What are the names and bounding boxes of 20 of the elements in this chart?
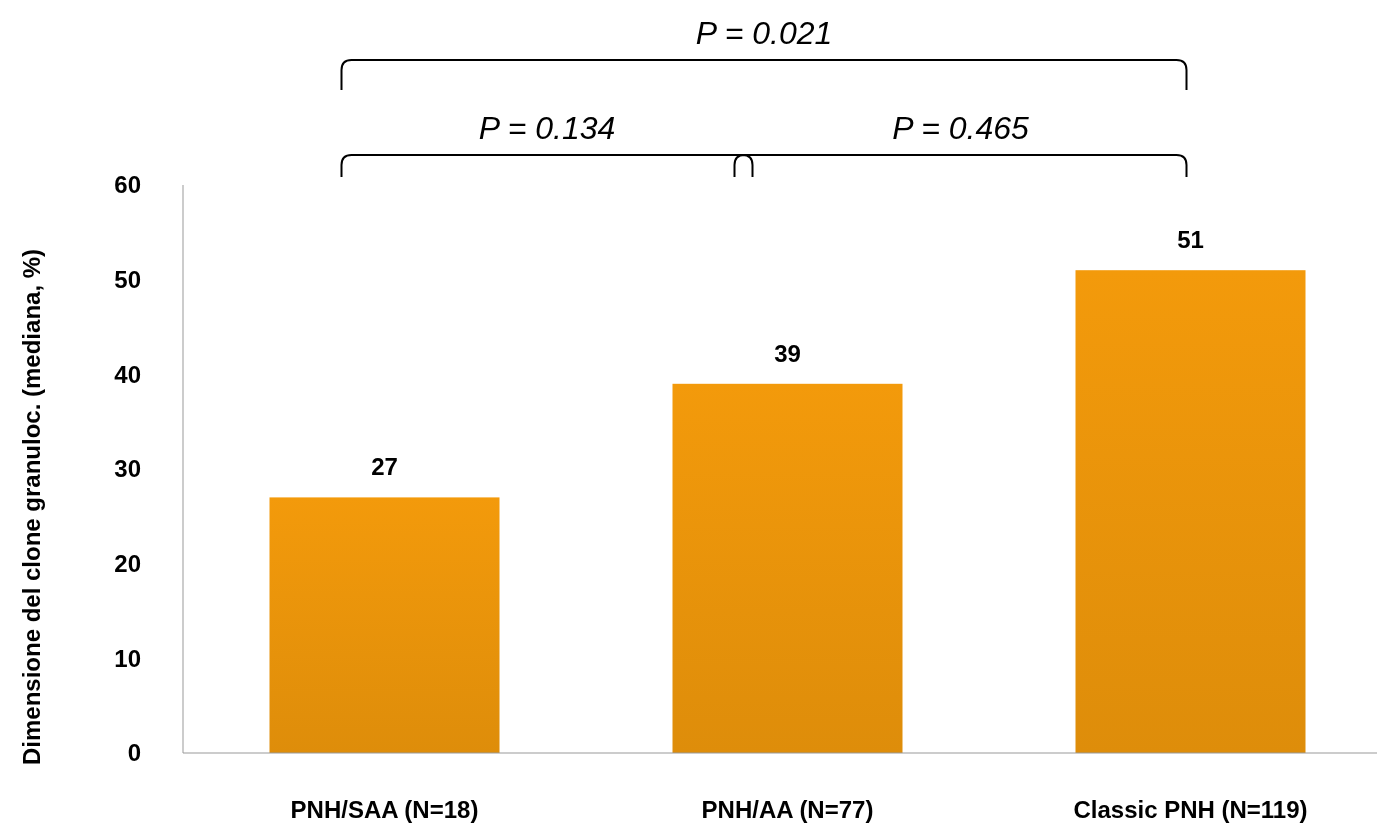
data-label: 27 (371, 453, 398, 481)
x-tick-label: PNH/SAA (N=18) (290, 796, 479, 823)
text: P = 0.465 (892, 110, 1030, 146)
text: P = 0.021 (695, 15, 833, 51)
text: P = 0.134 (478, 110, 616, 146)
y-tick-label: 40 (114, 360, 141, 388)
x-tick-label: PNH/AA (N=77) (701, 796, 874, 823)
x-tick-label: Classic PNH (N=119) (1073, 796, 1308, 823)
y-tick-label: 60 (114, 171, 141, 199)
y-tick-label: 50 (114, 266, 141, 294)
data-label: 39 (774, 339, 801, 367)
bar (672, 383, 903, 753)
data-label: 51 (1177, 226, 1204, 254)
y-axis-title: Dimensione del clone granuloc. (mediana, %) (18, 248, 45, 766)
y-tick-label: 0 (127, 739, 141, 767)
y-tick-label: 10 (114, 644, 141, 672)
bar (269, 497, 500, 753)
y-tick-label: 20 (114, 550, 141, 578)
bar (1075, 270, 1306, 753)
y-tick-label: 30 (114, 455, 141, 483)
